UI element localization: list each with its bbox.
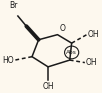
Text: OH: OH — [86, 58, 97, 67]
Text: Abs: Abs — [66, 50, 77, 55]
Text: OH: OH — [42, 82, 54, 91]
Text: O: O — [59, 24, 65, 33]
Text: Br: Br — [9, 1, 17, 10]
Text: HO: HO — [2, 56, 14, 65]
Text: OH: OH — [88, 30, 99, 39]
